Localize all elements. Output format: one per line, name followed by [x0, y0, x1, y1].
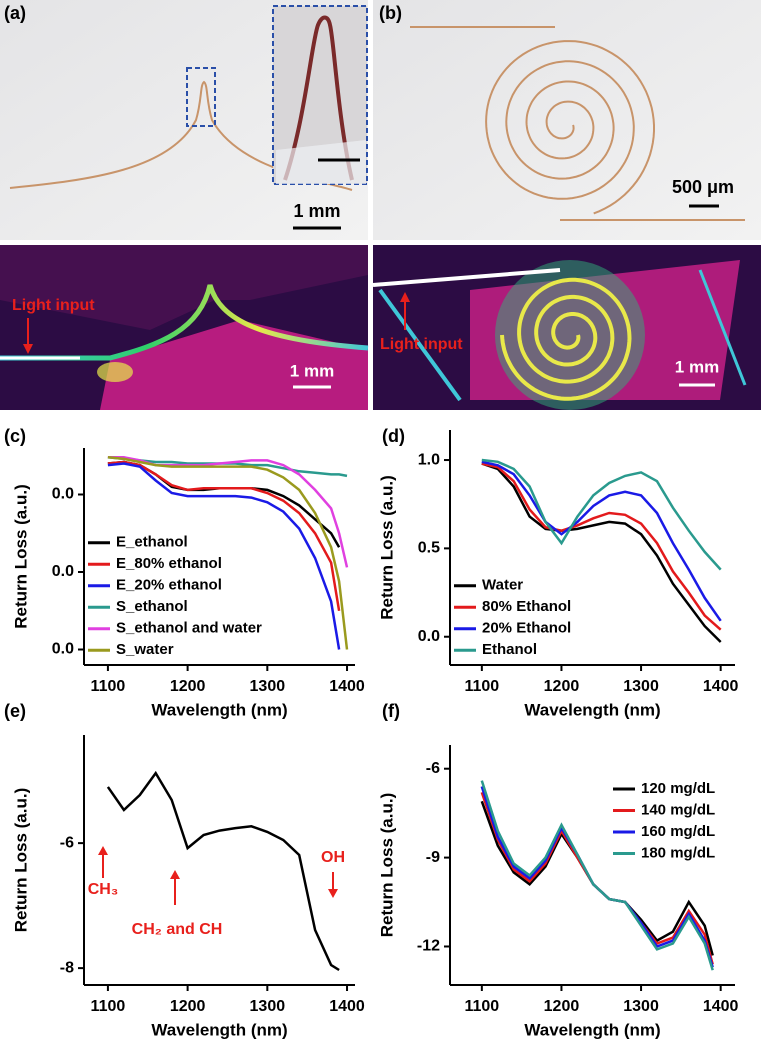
y-axis-label: Return Loss (a.u.) [11, 788, 30, 933]
x-axis-label: Wavelength (nm) [524, 700, 660, 719]
legend-label: S_water [116, 641, 174, 658]
x-tick-label: 1400 [703, 678, 739, 695]
y-axis-label: Return Loss (a.u.) [377, 793, 396, 938]
legend-label: E_ethanol [116, 534, 188, 551]
x-tick-label: 1300 [623, 678, 659, 695]
series-line [107, 460, 341, 612]
legend-label: S_ethanol and water [116, 620, 262, 637]
panel-label: (b) [379, 3, 402, 23]
panel-label: (c) [4, 426, 26, 446]
y-tick-label: -6 [60, 834, 74, 851]
legend-label: 140 mg/dL [641, 801, 715, 818]
x-tick-label: 1400 [329, 998, 365, 1015]
thermal-image-a: 1 mm Light input [0, 245, 369, 410]
series-line [481, 462, 722, 643]
series-line [107, 456, 349, 650]
annotation: OH [321, 849, 345, 866]
y-tick-label: -12 [417, 938, 440, 955]
photo-a: (a) 1 mm [0, 0, 368, 240]
x-tick-label: 1200 [170, 678, 206, 695]
y-tick-label: 0.5 [418, 540, 440, 557]
legend-label: Water [482, 577, 523, 594]
series-line [481, 462, 722, 631]
scale-bar-label: 1 mm [290, 361, 334, 380]
legend-label: 80% Ethanol [482, 598, 571, 615]
scale-bar-label: 1 mm [675, 357, 719, 376]
panel-label: (d) [382, 426, 405, 446]
scale-bar-label: 1 mm [293, 201, 340, 221]
annotation: CH₃ [88, 881, 119, 898]
panel-label: (e) [4, 701, 26, 721]
y-tick-label: 1.0 [418, 451, 440, 468]
panel-label: (a) [4, 3, 26, 23]
y-axis-label: Return Loss (a.u.) [11, 484, 30, 629]
photo-b: (b) 500 μm [373, 0, 761, 240]
panel-label: (f) [382, 701, 400, 721]
x-tick-label: 1300 [250, 678, 286, 695]
y-tick-label: -6 [426, 760, 440, 777]
x-axis-label: Wavelength (nm) [151, 700, 287, 719]
annotation: CH₂ and CH [132, 921, 223, 938]
y-tick-label: 0.0 [418, 628, 440, 645]
x-tick-label: 1200 [544, 998, 580, 1015]
y-tick-label: 0.0 [52, 641, 74, 658]
x-axis-label: Wavelength (nm) [151, 1020, 287, 1039]
legend-label: 160 mg/dL [641, 823, 715, 840]
series-line [107, 456, 348, 478]
series-line [481, 460, 722, 622]
series-line [481, 458, 722, 571]
x-tick-label: 1100 [91, 998, 126, 1015]
x-tick-label: 1300 [250, 998, 286, 1015]
legend-label: E_20% ethanol [116, 577, 222, 594]
y-tick-label: 0.0 [52, 563, 74, 580]
series-line [480, 780, 714, 971]
annotation: Light input [380, 336, 463, 353]
legend-label: S_ethanol [116, 598, 188, 615]
x-tick-label: 1100 [464, 998, 499, 1015]
series-line [107, 462, 341, 650]
y-tick-label: 0.0 [52, 486, 74, 503]
legend-label: 20% Ethanol [482, 620, 571, 637]
x-axis-label: Wavelength (nm) [524, 1020, 660, 1039]
legend-label: E_80% ethanol [116, 555, 222, 572]
x-tick-label: 1200 [544, 678, 580, 695]
annotation-arrowhead [98, 846, 108, 855]
y-tick-label: -9 [426, 849, 440, 866]
x-tick-label: 1300 [623, 998, 659, 1015]
x-tick-label: 1400 [329, 678, 365, 695]
y-axis-label: Return Loss (a.u.) [377, 475, 396, 620]
legend-label: Ethanol [482, 641, 537, 658]
series-line [106, 770, 340, 972]
annotation-arrowhead [170, 870, 180, 879]
x-tick-label: 1200 [170, 998, 206, 1015]
thermal-image-b: 1 mm Light input [372, 245, 761, 410]
y-tick-label: -8 [60, 959, 74, 976]
x-tick-label: 1100 [464, 678, 499, 695]
scale-bar-label: 500 μm [672, 177, 734, 197]
x-tick-label: 1100 [91, 678, 126, 695]
annotation-arrowhead [328, 889, 338, 898]
x-tick-label: 1400 [703, 998, 739, 1015]
legend-label: 120 mg/dL [641, 780, 715, 797]
annotation: Light input [12, 297, 95, 314]
legend-label: 180 mg/dL [641, 844, 715, 861]
